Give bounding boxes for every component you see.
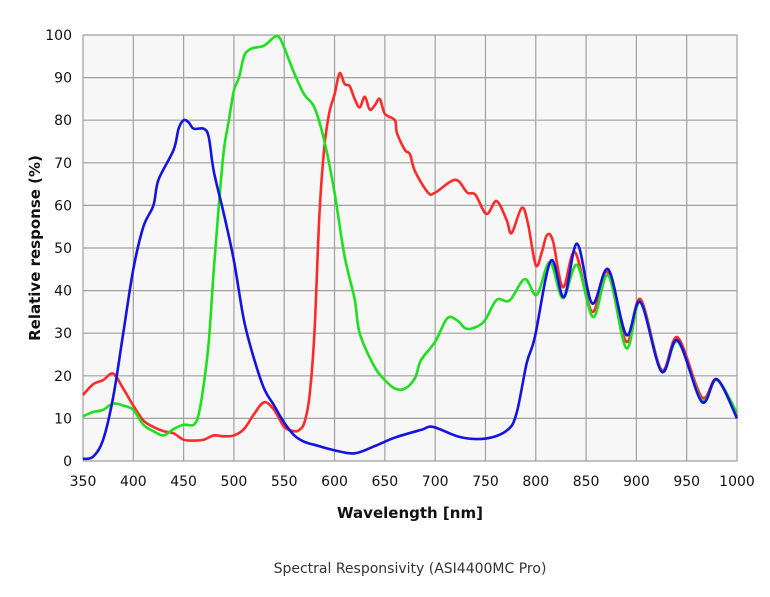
x-tick-label: 1000 bbox=[719, 474, 755, 490]
grid bbox=[82, 34, 738, 462]
x-tick-label: 450 bbox=[170, 474, 197, 490]
x-tick-label: 400 bbox=[120, 474, 147, 490]
y-tick-label: 80 bbox=[54, 113, 72, 129]
y-axis-label: Relative response (%) bbox=[26, 155, 44, 341]
x-axis-label: Wavelength [nm] bbox=[337, 504, 483, 522]
x-tick-label: 600 bbox=[321, 474, 348, 490]
y-tick-label: 90 bbox=[54, 71, 72, 87]
series-line-0 bbox=[82, 71, 739, 442]
series-lines bbox=[82, 34, 739, 461]
x-tick-label: 650 bbox=[371, 474, 398, 490]
y-tick-label: 20 bbox=[54, 369, 72, 385]
x-tick-label: 850 bbox=[573, 474, 600, 490]
x-tick-label: 550 bbox=[271, 474, 298, 490]
x-tick-label: 800 bbox=[522, 474, 549, 490]
x-tick-label: 350 bbox=[70, 474, 97, 490]
y-tick-label: 0 bbox=[63, 454, 72, 470]
x-tick-label: 950 bbox=[673, 474, 700, 490]
y-tick-label: 70 bbox=[54, 156, 72, 172]
y-tick-label: 60 bbox=[54, 198, 72, 214]
x-axis-ticks: 350 400 450 500 550 600 650 700 750 800 850 900 950 1… bbox=[70, 474, 755, 490]
x-tick-label: 500 bbox=[221, 474, 248, 490]
chart-title: Spectral Responsivity (ASI4400MC Pro) bbox=[273, 561, 547, 577]
x-tick-label: 750 bbox=[472, 474, 499, 490]
y-tick-label: 100 bbox=[45, 28, 72, 44]
y-tick-label: 30 bbox=[54, 326, 72, 342]
y-tick-label: 10 bbox=[54, 411, 72, 427]
series-line-2 bbox=[82, 118, 739, 461]
x-tick-label: 700 bbox=[422, 474, 449, 490]
y-axis-ticks: 0 10 20 30 40 50 60 70 80 90 100 bbox=[45, 28, 72, 470]
y-tick-label: 40 bbox=[54, 284, 72, 300]
x-tick-label: 900 bbox=[623, 474, 650, 490]
y-tick-label: 50 bbox=[54, 241, 72, 257]
